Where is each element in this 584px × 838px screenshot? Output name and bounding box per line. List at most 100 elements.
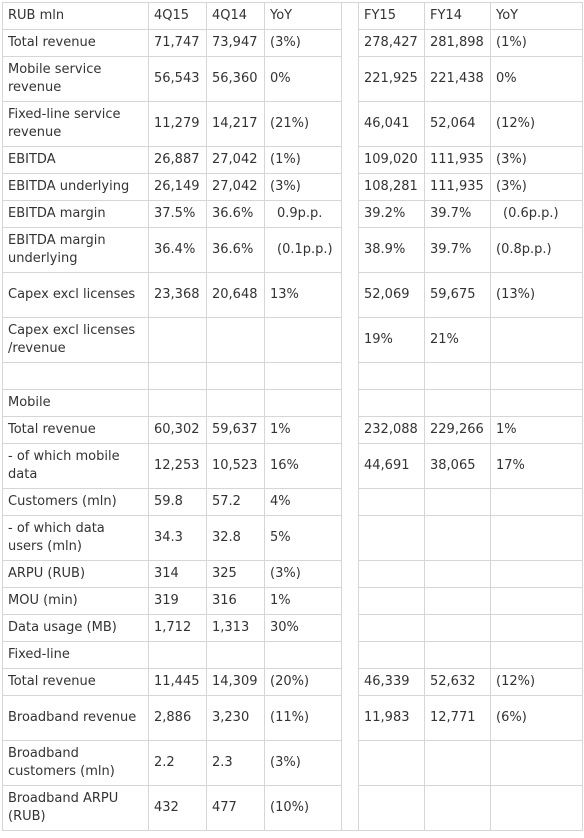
column-separator (341, 785, 359, 831)
column-header: FY14 (424, 2, 491, 30)
table-cell: 11,445 (148, 668, 207, 696)
table-row: Fixed-line (2, 641, 583, 669)
table-row: Capex excl licenses /revenue 19% 21% (2, 317, 583, 363)
table-row: Mobile service revenue 56,543 56,360 0% 221,… (2, 56, 583, 102)
table-cell: 73,947 (206, 29, 265, 57)
table-cell: 36.4% (148, 227, 207, 273)
table-cell: 477 (206, 785, 265, 831)
row-label: EBITDA margin underlying (2, 227, 149, 273)
table-cell (490, 362, 583, 390)
table-row: Customers (mln) 59.8 57.2 4% (2, 488, 583, 516)
table-cell: 27,042 (206, 146, 265, 174)
table-cell (358, 614, 425, 642)
column-separator (341, 389, 359, 417)
table-cell (490, 740, 583, 786)
column-separator (341, 614, 359, 642)
row-label: EBITDA (2, 146, 149, 174)
column-separator (341, 443, 359, 489)
table-cell: (12%) (490, 668, 583, 696)
table-cell (148, 641, 207, 669)
table-cell: 27,042 (206, 173, 265, 201)
table-cell (358, 362, 425, 390)
table-cell (490, 587, 583, 615)
table-cell: 59.8 (148, 488, 207, 516)
row-label: Broadband revenue (2, 695, 149, 741)
column-separator (341, 146, 359, 174)
table-cell: 278,427 (358, 29, 425, 57)
table-cell: 14,309 (206, 668, 265, 696)
row-label: MOU (min) (2, 587, 149, 615)
table-cell: 4% (264, 488, 342, 516)
table-cell: 12,771 (424, 695, 491, 741)
table-row: Broadband ARPU (RUB) 432 477 (10%) (2, 785, 583, 831)
row-label: Broadband ARPU (RUB) (2, 785, 149, 831)
table-cell: 19% (358, 317, 425, 363)
row-label: Total revenue (2, 416, 149, 444)
column-separator (341, 29, 359, 57)
table-cell: 23,368 (148, 272, 207, 318)
table-cell: 1% (490, 416, 583, 444)
column-separator (341, 695, 359, 741)
table-cell (264, 362, 342, 390)
table-cell: 21% (424, 317, 491, 363)
table-cell: 46,041 (358, 101, 425, 147)
table-cell: 2,886 (148, 695, 207, 741)
table-cell: 52,064 (424, 101, 491, 147)
table-cell: 44,691 (358, 443, 425, 489)
row-label: ARPU (RUB) (2, 560, 149, 588)
table-cell: (3%) (490, 146, 583, 174)
row-label: Capex excl licenses /revenue (2, 317, 149, 363)
table-cell: 111,935 (424, 173, 491, 201)
table-cell: 0.9p.p. (264, 200, 342, 228)
column-separator (341, 2, 359, 30)
column-separator (341, 416, 359, 444)
table-row: MOU (min) 319 316 1% (2, 587, 583, 615)
table-cell: 0% (490, 56, 583, 102)
table-cell: (3%) (264, 560, 342, 588)
column-separator (341, 515, 359, 561)
column-header: YoY (490, 2, 583, 30)
table-cell: 36.6% (206, 200, 265, 228)
table-cell: (0.8p.p.) (490, 227, 583, 273)
table-cell (206, 317, 265, 363)
table-cell (358, 560, 425, 588)
table-cell: (13%) (490, 272, 583, 318)
table-cell: 319 (148, 587, 207, 615)
table-cell (358, 641, 425, 669)
table-cell (424, 641, 491, 669)
table-row: Total revenue 71,747 73,947 (3%) 278,427 281,… (2, 29, 583, 57)
table-row: EBITDA 26,887 27,042 (1%) 109,020 111,935 (3%) (2, 146, 583, 174)
table-row: Fixed-line service revenue 11,279 14,217 (2… (2, 101, 583, 147)
row-label: Total revenue (2, 668, 149, 696)
table-cell (424, 560, 491, 588)
table-cell (490, 614, 583, 642)
table-row: - of which data users (mln) 34.3 32.8 5% (2, 515, 583, 561)
table-cell (358, 785, 425, 831)
table-cell: 11,279 (148, 101, 207, 147)
table-cell (206, 362, 265, 390)
table-cell: 1,313 (206, 614, 265, 642)
table-cell (490, 641, 583, 669)
table-cell: (20%) (264, 668, 342, 696)
table-cell: (1%) (490, 29, 583, 57)
table-cell: 281,898 (424, 29, 491, 57)
table-cell: 316 (206, 587, 265, 615)
row-label: Mobile service revenue (2, 56, 149, 102)
table-cell (148, 389, 207, 417)
table-cell (424, 362, 491, 390)
table-cell (358, 515, 425, 561)
table-cell (490, 317, 583, 363)
table-cell (358, 389, 425, 417)
table-row: Broadband revenue 2,886 3,230 (11%) 11,983 12… (2, 695, 583, 741)
row-label: Customers (mln) (2, 488, 149, 516)
table-cell: 59,637 (206, 416, 265, 444)
table-cell: 46,339 (358, 668, 425, 696)
table-cell: (10%) (264, 785, 342, 831)
table-row: Broadband customers (mln) 2.2 2.3 (3%) (2, 740, 583, 786)
table-cell (206, 641, 265, 669)
column-header: YoY (264, 2, 342, 30)
table-cell: (3%) (264, 173, 342, 201)
table-cell: 13% (264, 272, 342, 318)
row-label (2, 362, 149, 390)
